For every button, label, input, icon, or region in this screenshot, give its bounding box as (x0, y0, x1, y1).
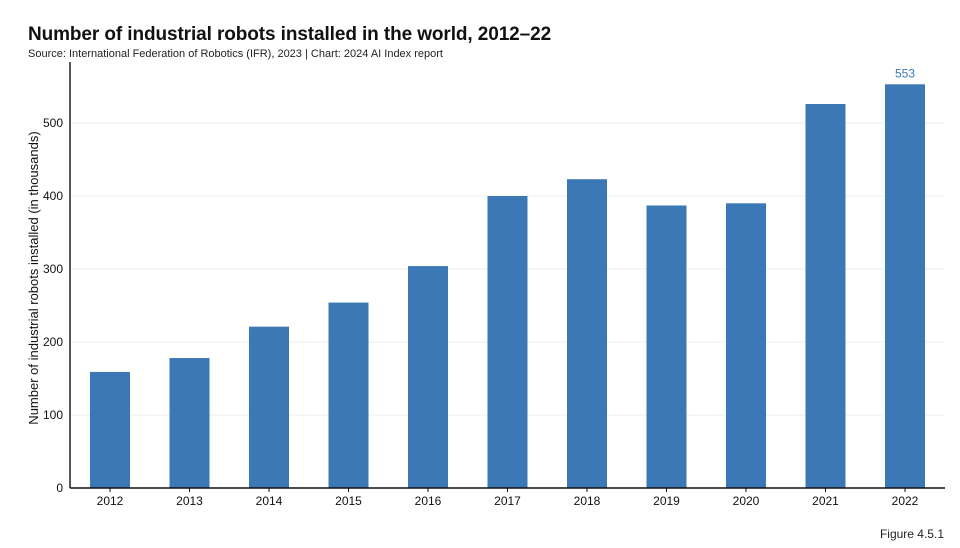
bar-2021 (805, 104, 846, 489)
y-tick-label: 100 (43, 408, 63, 422)
x-tick-label: 2014 (256, 494, 283, 508)
bar-2014 (249, 326, 289, 488)
chart-source: Source: International Federation of Robo… (28, 48, 443, 60)
y-axis-title: Number of industrial robots installed (i… (26, 131, 41, 424)
bars (90, 84, 925, 489)
y-tick-label: 0 (56, 481, 63, 495)
bar-2015 (328, 302, 369, 488)
x-tick-label: 2022 (892, 494, 919, 508)
x-tick-label: 2016 (415, 494, 442, 508)
bar-2016 (408, 266, 448, 488)
chart-title: Number of industrial robots installed in… (28, 24, 552, 45)
figure-label: Figure 4.5.1 (879, 527, 944, 541)
x-tick-label: 2021 (812, 494, 839, 508)
y-tick-labels: 0 100 200 300 400 500 (43, 116, 63, 495)
bar-2019 (646, 205, 687, 489)
y-tick-label: 500 (43, 116, 63, 130)
x-tick-label: 2019 (653, 494, 680, 508)
bar-2013 (169, 358, 210, 488)
x-tick-label: 2017 (494, 494, 521, 508)
bar-2012 (90, 371, 130, 488)
y-tick-label: 400 (43, 189, 63, 203)
x-tick-label: 2018 (574, 494, 601, 508)
x-tick-label: 2012 (97, 494, 124, 508)
bar-2017 (487, 196, 528, 488)
axes (69, 62, 945, 492)
x-tick-labels: 2012 2013 2014 2015 2016 2017 2018 2019 2020 2021… (97, 494, 919, 508)
bar-2020 (726, 203, 766, 489)
x-tick-label: 2013 (176, 494, 203, 508)
x-tick-label: 2020 (733, 494, 760, 508)
y-tick-label: 300 (43, 262, 63, 276)
bar-2018 (567, 179, 607, 488)
y-tick-label: 200 (43, 335, 63, 349)
x-tick-label: 2015 (335, 494, 362, 508)
data-labels: 553 (895, 66, 915, 80)
data-label: 553 (895, 66, 915, 80)
bar-2022 (885, 84, 925, 488)
